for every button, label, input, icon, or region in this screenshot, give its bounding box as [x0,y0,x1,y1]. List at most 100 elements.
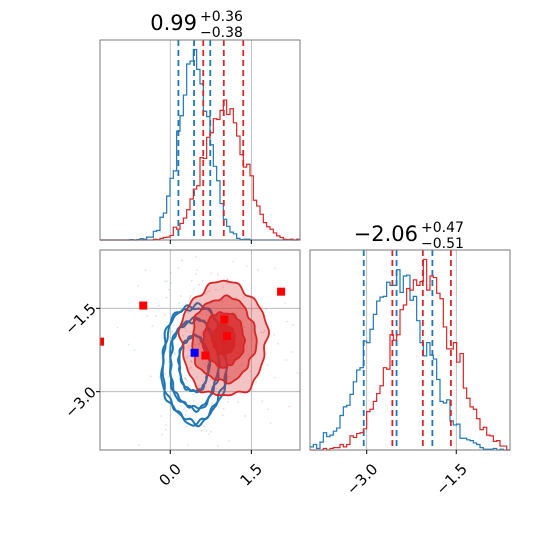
joint-sample-point [174,353,177,356]
joint-sample-point [269,422,272,425]
joint-sample-point [170,330,173,333]
joint-sample-point [244,415,246,417]
joint-sample-point [226,400,229,403]
joint-sample-point [261,305,264,308]
joint-sample-point [200,331,203,333]
joint-sample-point [163,280,166,283]
hist-y-series-1-step [310,258,510,451]
joint-sample-point [162,337,165,340]
red-marker-0 [100,337,104,346]
joint-sample-point [249,370,252,373]
joint-sample-point [158,304,160,307]
joint-sample-point [185,425,188,428]
joint-sample-point [188,349,191,352]
joint-sample-point [173,351,176,354]
joint-contour-panel: 0.0 1.5 −1.5 −3.0 [61,227,303,490]
joint-sample-point [251,308,254,311]
hist-x-series-0-step [100,48,300,241]
joint-sample-point [179,295,182,297]
joint-sample-point [151,325,154,328]
joint-sample-point [201,245,203,247]
joint-sample-point [137,284,140,287]
joint-sample-point [204,385,207,388]
joint-sample-point [205,292,208,295]
joint-sample-point [196,269,198,272]
joint-sample-point [205,314,208,316]
joint-sample-point [233,227,235,229]
blue-contour-2-1 [160,304,229,427]
joint-sample-point [166,321,169,324]
joint-sample-point [188,344,190,347]
joint-sample-point [243,326,246,329]
joint-sample-point [301,353,303,355]
joint-sample-point [277,342,279,345]
joint-sample-point [168,288,170,291]
joint-ytick-label-0: −1.5 [61,300,99,338]
joint-sample-point [221,301,224,303]
joint-sample-point [226,278,229,281]
joint-sample-point [292,323,295,326]
title-x-plus: +0.36 [200,9,243,25]
joint-sample-point [257,269,259,272]
joint-sample-point [239,392,241,395]
joint-sample-point [149,375,152,378]
joint-sample-point [232,260,235,263]
joint-sample-point [164,428,167,431]
joint-sample-point [262,331,265,334]
blue-contour-0-1 [177,333,212,394]
joint-sample-point [266,364,269,366]
joint-sample-point [170,282,173,285]
joint-sample-point [182,334,185,337]
histogram-x-title: 0.99 +0.36 −0.38 [150,9,243,41]
joint-sample-point [228,375,231,378]
joint-sample-point [240,363,243,366]
joint-sample-point [169,271,172,274]
histogram-y-title: −2.06 +0.47 −0.51 [354,220,464,252]
joint-sample-point [133,349,136,351]
joint-sample-point [214,288,217,291]
joint-sample-point [186,356,189,359]
joint-sample-point [273,333,275,336]
joint-sample-point [209,378,212,381]
joint-sample-point [167,360,170,363]
joint-sample-point [192,399,195,402]
joint-sample-point [167,376,170,378]
joint-sample-point [288,405,291,408]
hist-y-xtick-label-1: −1.5 [433,460,471,498]
joint-sample-point [198,342,201,345]
joint-sample-point [202,380,205,383]
joint-sample-point [144,269,147,271]
joint-sample-point [195,376,198,378]
joint-sample-point [222,407,225,410]
red-marker-1 [139,301,148,310]
joint-sample-point [245,265,248,268]
joint-sample-point [184,377,186,380]
joint-sample-point [146,314,149,317]
joint-sample-point [138,444,140,446]
joint-sample-point [193,343,196,346]
title-y-plus: +0.47 [421,220,464,236]
red-marker-4 [223,332,232,341]
title-x-value: 0.99 [150,11,197,35]
joint-sample-point [194,255,197,258]
joint-sample-point [255,304,258,307]
joint-sample-point [234,296,237,299]
joint-ytick-label-1: −3.0 [61,383,99,421]
joint-sample-point [291,351,294,353]
hist-x-series-1-step [100,99,300,241]
joint-sample-point [189,294,192,297]
joint-sample-point [296,372,299,374]
joint-sample-point [192,393,195,396]
joint-sample-point [189,331,192,334]
title-x-minus: −0.38 [200,25,243,41]
joint-sample-point [187,311,190,314]
joint-xtick-label-0: 0.0 [155,460,185,490]
hist-y-xtick-label-0: −3.0 [343,460,381,498]
red-marker-3 [220,315,229,324]
joint-sample-point [195,273,197,276]
joint-sample-point [237,306,239,309]
joint-sample-point [184,327,186,330]
joint-sample-point [190,470,192,472]
joint-sample-point [190,360,193,362]
